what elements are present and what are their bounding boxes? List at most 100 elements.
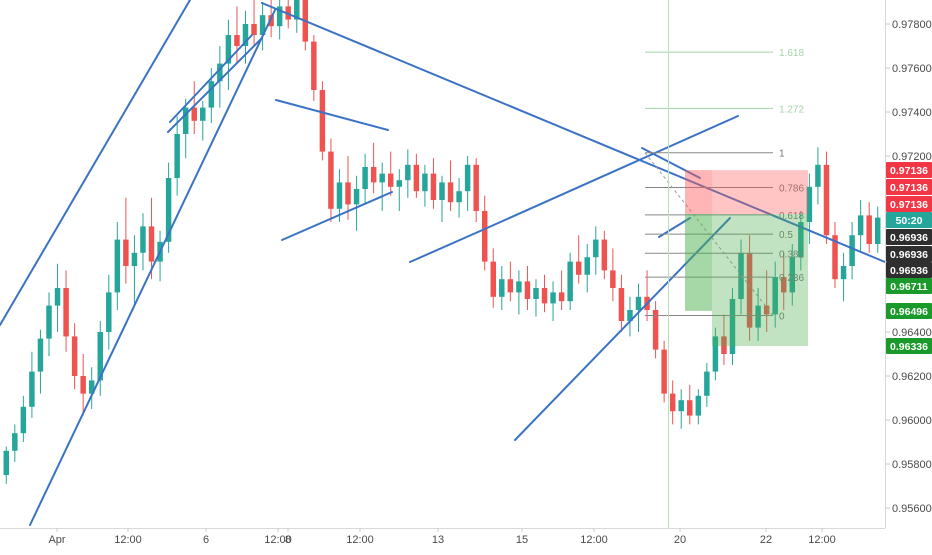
- candle: [789, 244, 796, 306]
- candle: [396, 169, 403, 211]
- candle: [533, 279, 539, 317]
- candle: [866, 202, 872, 253]
- candle: [379, 162, 385, 211]
- price-tag-bg: [886, 196, 932, 212]
- candle: [114, 222, 121, 310]
- candle: [294, 0, 300, 33]
- candle-body: [558, 292, 565, 302]
- candle-body: [635, 296, 642, 310]
- price-tag-bg: [886, 338, 932, 354]
- candle: [618, 274, 625, 332]
- candle: [823, 151, 830, 244]
- candle-body: [601, 239, 608, 271]
- candle: [165, 162, 172, 253]
- x-tick-label: 13: [432, 534, 444, 546]
- candle-body: [208, 81, 215, 108]
- candle-body: [106, 292, 112, 332]
- y-tick-label: 0.95600: [892, 503, 932, 515]
- candle: [370, 142, 377, 194]
- candle: [88, 367, 95, 409]
- candle: [422, 164, 428, 207]
- candle: [276, 0, 283, 40]
- fib-level-label: 0: [779, 312, 785, 323]
- price-tag-bg: [886, 179, 932, 195]
- candle-body: [242, 24, 249, 46]
- candle-body: [789, 257, 796, 293]
- take-profit-zone: [685, 214, 712, 311]
- candle: [259, 2, 266, 51]
- price-tag-bg: [886, 246, 932, 262]
- price-tag: 0.97136: [886, 162, 932, 178]
- candle: [763, 270, 770, 332]
- candle: [413, 153, 420, 198]
- candle-body: [268, 15, 274, 27]
- candle-body: [294, 0, 300, 20]
- trendline: [0, 0, 191, 326]
- price-tag-label: 0.96711: [890, 281, 928, 293]
- x-tick-label: 6: [203, 534, 209, 546]
- candle-body: [131, 252, 138, 266]
- candle: [695, 389, 702, 425]
- time-axis[interactable]: Apr 12:00 6 12:008 12:00 13 15 12:00 20 22 12:00: [48, 528, 836, 546]
- candle-body: [652, 310, 659, 350]
- candle: [806, 173, 813, 244]
- trendline: [281, 191, 393, 241]
- take-profit-zone: [712, 214, 808, 347]
- candle: [593, 226, 599, 275]
- candle-body: [456, 191, 462, 203]
- candle: [251, 0, 257, 46]
- price-tag-label: 50:20: [896, 215, 923, 227]
- candle-body: [695, 395, 702, 416]
- candle-body: [661, 349, 667, 394]
- candle: [755, 288, 761, 341]
- candle: [473, 158, 479, 222]
- candle-body: [473, 164, 479, 211]
- candle: [507, 261, 514, 302]
- y-tick-label: 0.97400: [892, 107, 932, 119]
- candle: [131, 235, 138, 306]
- price-tag: 0.96496: [886, 303, 932, 319]
- price-tag: 0.96936: [886, 246, 932, 262]
- trendlines-layer: [0, 0, 886, 526]
- candle-body: [610, 270, 616, 288]
- price-tag-bg: [886, 162, 932, 178]
- candle: [584, 244, 590, 293]
- fib-level-label: 0.236: [779, 273, 804, 284]
- candle-body: [738, 252, 744, 299]
- candle-body: [772, 277, 778, 315]
- candle: [832, 222, 838, 288]
- candle-body: [114, 239, 121, 293]
- price-tag-bg: [886, 229, 932, 245]
- candle: [46, 292, 52, 357]
- candle: [71, 323, 78, 390]
- candle: [345, 156, 351, 220]
- candle: [439, 175, 445, 222]
- candle: [627, 296, 633, 337]
- price-axis[interactable]: 0.97800 0.97600 0.97400 0.97200 0.96400 0.962…: [885, 19, 932, 515]
- candle-body: [12, 433, 18, 451]
- candle-body: [755, 305, 761, 328]
- candle-body: [388, 173, 394, 187]
- x-tick-label: 22: [760, 534, 772, 546]
- candle-body: [781, 277, 787, 293]
- candle-body: [71, 336, 78, 376]
- candle-body: [874, 217, 881, 244]
- price-tag-bg: [886, 303, 932, 319]
- price-tag-label: 0.96936: [890, 232, 928, 244]
- candle: [704, 362, 710, 407]
- candle-body: [763, 305, 770, 315]
- trendline: [275, 99, 389, 131]
- x-tick-label: 12:00: [580, 534, 608, 546]
- candle: [652, 301, 659, 359]
- x-tick-label: Apr: [48, 534, 65, 546]
- stop-loss-zone: [685, 170, 712, 215]
- candle-body: [234, 35, 240, 46]
- candle: [191, 81, 197, 134]
- y-tick-label: 0.96000: [892, 415, 932, 427]
- candle: [20, 395, 27, 442]
- candle-body: [123, 239, 129, 266]
- candle: [524, 266, 531, 310]
- candle: [490, 248, 496, 308]
- candle-body: [746, 252, 753, 328]
